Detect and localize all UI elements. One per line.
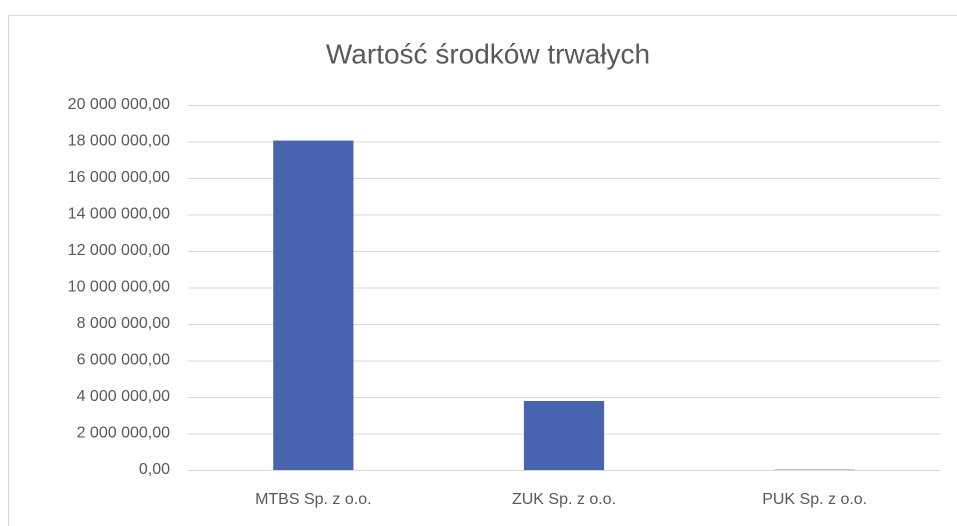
chart-title: Wartość środków trwałych [326,38,650,69]
x-tick-label: PUK Sp. z o.o. [762,491,867,508]
y-tick-label: 16 000 000,00 [68,169,170,186]
bar [523,401,605,470]
y-tick-label: 20 000 000,00 [68,96,170,113]
y-tick-label: 4 000 000,00 [77,388,171,405]
x-tick-label: MTBS Sp. z o.o. [255,491,371,508]
y-tick-label: 6 000 000,00 [77,352,171,369]
y-tick-label: 2 000 000,00 [77,425,171,442]
bar [273,140,354,470]
x-tick-label: ZUK Sp. z o.o. [512,491,616,508]
y-tick-label: 14 000 000,00 [68,206,170,223]
y-tick-label: 10 000 000,00 [68,279,170,296]
y-tick-label: 18 000 000,00 [68,133,170,150]
y-tick-label: 8 000 000,00 [77,315,171,332]
chart-frame [8,15,957,526]
y-tick-label: 0,00 [139,461,170,478]
y-tick-label: 12 000 000,00 [68,242,170,259]
